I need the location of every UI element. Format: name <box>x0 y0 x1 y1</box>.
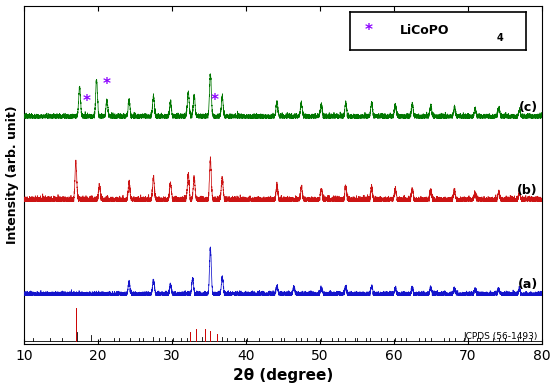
Y-axis label: Intensity (arb. unit): Intensity (arb. unit) <box>6 105 18 244</box>
Text: (a): (a) <box>518 278 538 291</box>
Text: *: * <box>211 93 219 109</box>
Text: (b): (b) <box>517 184 538 197</box>
Text: *: * <box>83 95 91 109</box>
Text: (c): (c) <box>519 101 538 114</box>
Text: JCPDS (56-1493): JCPDS (56-1493) <box>464 332 538 341</box>
Text: *: * <box>103 77 111 93</box>
X-axis label: 2θ (degree): 2θ (degree) <box>233 368 333 384</box>
